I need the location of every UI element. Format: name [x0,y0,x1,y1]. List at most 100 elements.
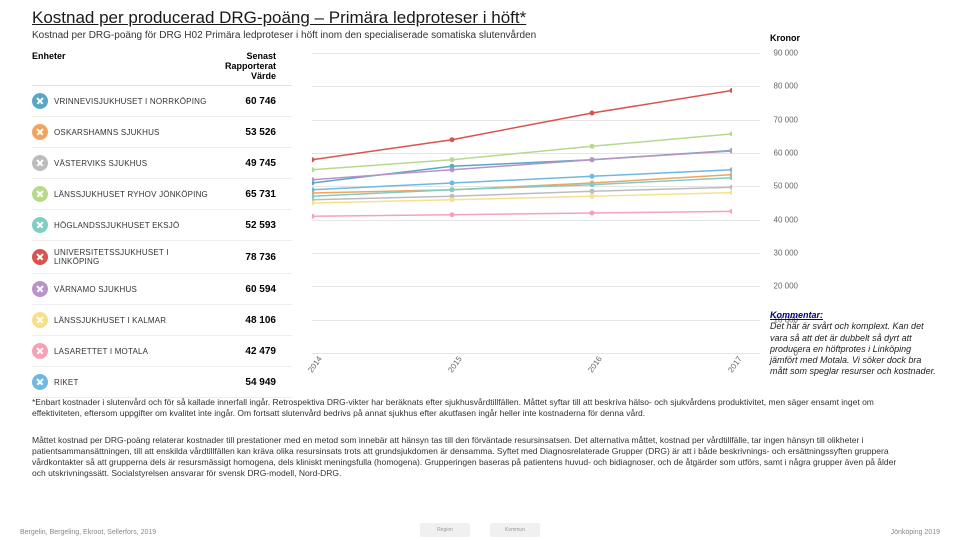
unit-value: 60 746 [212,96,282,107]
series-marker [450,197,455,202]
series-marker [590,182,595,187]
series-marker [590,189,595,194]
y-tick-label: 30 000 [774,249,798,258]
footer-right: Jönköping 2019 [891,529,940,536]
series-marker [450,157,455,162]
x-tick-label: 2016 [586,355,604,375]
chart-lines [312,53,732,353]
unit-label: VÄRNAMO SJUKHUS [54,285,212,294]
footer-left: Bergelin, Bergeling, Ekroot, Sellerfors,… [20,529,156,536]
x-tick-label: 2014 [306,355,324,375]
table-row: VÄSTERVIKS SJUKHUS49 745 [32,148,292,179]
unit-value: 53 526 [212,127,282,138]
series-marker [450,187,455,192]
series-marker [312,187,315,192]
footnote-2: Måttet kostnad per DRG-poäng relaterar k… [0,425,960,485]
series-marker [450,137,455,142]
comment-box: Kommentar: Det här är svårt och komplext… [770,310,940,378]
units-table: Enheter Senast Rapporterat Värde VRINNEV… [32,47,292,387]
unit-value: 54 949 [212,377,282,388]
series-marker [590,174,595,179]
unit-label: VÄSTERVIKS SJUKHUS [54,159,212,168]
series-toggle-icon[interactable] [32,374,48,390]
series-marker [312,157,315,162]
table-row: LÄNSSJUKHUSET RYHOV JÖNKÖPING65 731 [32,179,292,210]
y-tick-label: 70 000 [774,115,798,124]
unit-value: 49 745 [212,158,282,169]
series-marker [590,157,595,162]
series-marker [312,194,315,199]
table-row: UNIVERSITETSSJUKHUSET I LINKÖPING78 736 [32,241,292,274]
y-tick-label: 80 000 [774,82,798,91]
unit-value: 48 106 [212,315,282,326]
series-marker [730,209,733,214]
comment-body: Det här är svårt och komplext. Kan det v… [770,321,940,377]
unit-label: OSKARSHAMNS SJUKHUS [54,128,212,137]
unit-value: 78 736 [212,252,282,263]
series-marker [730,131,733,136]
comment-title: Kommentar: [770,310,823,320]
series-marker [590,211,595,216]
x-tick-label: 2015 [446,355,464,375]
unit-value: 42 479 [212,346,282,357]
series-line [312,91,732,160]
unit-label: HÖGLANDSSJUKHUSET EKSJÖ [54,221,212,230]
series-toggle-icon[interactable] [32,281,48,297]
series-marker [312,214,315,219]
series-toggle-icon[interactable] [32,217,48,233]
table-row: LÄNSSJUKHUSET I KALMAR48 106 [32,305,292,336]
series-marker [312,167,315,172]
table-row: LASARETTET I MOTALA42 479 [32,336,292,367]
series-toggle-icon[interactable] [32,93,48,109]
table-row: HÖGLANDSSJUKHUSET EKSJÖ52 593 [32,210,292,241]
unit-label: UNIVERSITETSSJUKHUSET I LINKÖPING [54,248,212,266]
series-marker [590,111,595,116]
gridline [312,353,760,354]
table-row: RIKET54 949 [32,367,292,398]
series-toggle-icon[interactable] [32,155,48,171]
series-marker [312,177,315,182]
series-line [312,175,732,193]
table-row: OSKARSHAMNS SJUKHUS53 526 [32,117,292,148]
series-marker [450,167,455,172]
unit-value: 65 731 [212,189,282,200]
series-marker [730,190,733,195]
y-tick-label: 40 000 [774,215,798,224]
table-row: VRINNEVISJUKHUSET I NORRKÖPING60 746 [32,86,292,117]
series-toggle-icon[interactable] [32,124,48,140]
x-tick-label: 2017 [726,355,744,375]
unit-label: LÄNSSJUKHUSET I KALMAR [54,316,212,325]
series-marker [590,194,595,199]
header-value: Senast Rapporterat Värde [212,51,282,81]
table-header: Enheter Senast Rapporterat Värde [32,47,292,86]
series-toggle-icon[interactable] [32,249,48,265]
x-axis: 2014201520162017 [312,357,760,387]
series-marker [312,201,315,206]
page-title: Kostnad per producerad DRG-poäng – Primä… [0,0,960,30]
series-marker [730,88,733,93]
table-row: VÄRNAMO SJUKHUS60 594 [32,274,292,305]
series-marker [590,144,595,149]
header-units: Enheter [32,51,212,81]
unit-label: RIKET [54,378,212,387]
y-tick-label: 60 000 [774,149,798,158]
series-toggle-icon[interactable] [32,343,48,359]
unit-value: 52 593 [212,220,282,231]
series-marker [730,175,733,180]
line-chart: Kronor 010 00020 00030 00040 00050 00060… [312,47,800,387]
y-axis-label: Kronor [770,33,800,43]
series-line [312,211,732,216]
page-subtitle: Kostnad per DRG-poäng för DRG H02 Primär… [0,30,960,47]
series-marker [730,167,733,172]
unit-label: LÄNSSJUKHUSET RYHOV JÖNKÖPING [54,190,212,199]
footer: Bergelin, Bergeling, Ekroot, Sellerfors,… [0,529,960,536]
y-tick-label: 90 000 [774,49,798,58]
y-tick-label: 20 000 [774,282,798,291]
series-toggle-icon[interactable] [32,186,48,202]
unit-value: 60 594 [212,284,282,295]
y-tick-label: 50 000 [774,182,798,191]
series-marker [450,212,455,217]
series-toggle-icon[interactable] [32,312,48,328]
unit-label: LASARETTET I MOTALA [54,347,212,356]
series-marker [450,181,455,186]
